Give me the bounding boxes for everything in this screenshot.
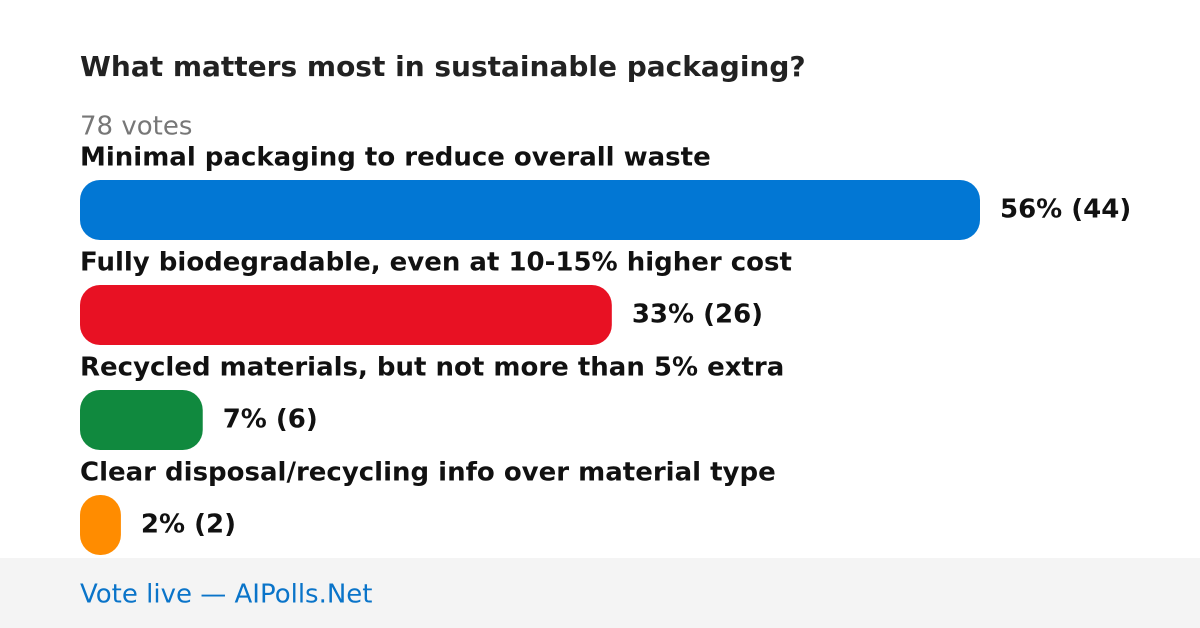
value-label: 2% (2) [141, 510, 236, 540]
option-label: Recycled materials, but not more than 5%… [80, 353, 784, 383]
bar [80, 285, 612, 345]
value-label: 7% (6) [223, 405, 318, 435]
bar [80, 180, 980, 240]
option-label: Fully biodegradable, even at 10-15% high… [80, 248, 792, 278]
vote-count: 78 votes [80, 112, 192, 142]
poll-title: What matters most in sustainable packagi… [80, 50, 806, 83]
value-label: 56% (44) [1000, 195, 1131, 225]
option-label: Minimal packaging to reduce overall wast… [80, 143, 711, 173]
footer-link[interactable]: Vote live — AIPolls.Net [80, 580, 373, 610]
value-label: 33% (26) [632, 300, 763, 330]
option-label: Clear disposal/recycling info over mater… [80, 458, 776, 488]
bar [80, 390, 203, 450]
footer-band [0, 558, 1200, 628]
bar [80, 495, 121, 555]
